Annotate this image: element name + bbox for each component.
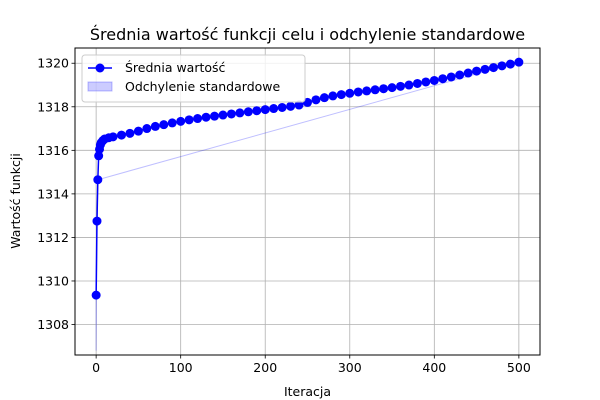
x-axis-label: Iteracja bbox=[284, 384, 331, 399]
data-point bbox=[345, 88, 355, 98]
data-point bbox=[93, 175, 103, 185]
data-point bbox=[243, 107, 253, 117]
data-point bbox=[387, 83, 397, 93]
x-tick-label: 500 bbox=[507, 360, 531, 375]
data-point bbox=[319, 93, 329, 103]
y-tick-label: 1314 bbox=[37, 186, 69, 201]
data-point bbox=[286, 101, 296, 111]
data-point bbox=[429, 75, 439, 85]
data-point bbox=[210, 111, 219, 121]
data-point bbox=[370, 85, 380, 95]
data-point bbox=[353, 87, 363, 97]
data-point bbox=[497, 61, 507, 71]
data-point bbox=[404, 80, 414, 90]
x-tick-label: 200 bbox=[253, 360, 277, 375]
data-point bbox=[489, 63, 498, 73]
data-point bbox=[125, 128, 135, 138]
grid-layer bbox=[75, 48, 540, 355]
data-point bbox=[201, 112, 211, 122]
data-point bbox=[235, 108, 245, 118]
data-point bbox=[108, 132, 118, 142]
legend-std-swatch bbox=[87, 81, 113, 92]
data-point bbox=[117, 130, 126, 140]
axis-ticks: 0 100 200 300 400 500 1308 1310 1312 1314 1316 1318… bbox=[37, 56, 531, 375]
data-point bbox=[176, 116, 186, 126]
legend-frame bbox=[81, 54, 306, 103]
plot-frame bbox=[74, 47, 541, 356]
legend-mean-label: Średnia wartość bbox=[125, 60, 226, 75]
data-point bbox=[438, 74, 448, 84]
data-point bbox=[412, 78, 422, 88]
data-point bbox=[193, 114, 203, 124]
data-point bbox=[277, 102, 287, 112]
x-tick-label: 0 bbox=[92, 360, 100, 375]
data-point bbox=[379, 84, 389, 94]
data-point bbox=[480, 64, 490, 74]
data-point bbox=[260, 105, 270, 115]
y-axis-label: Wartość funkcji bbox=[8, 153, 23, 249]
data-point bbox=[167, 118, 177, 128]
y-tick-label: 1318 bbox=[37, 99, 69, 114]
data-point bbox=[362, 86, 372, 96]
y-tick-label: 1316 bbox=[37, 143, 69, 158]
mean-line-layer bbox=[91, 57, 524, 300]
legend-mean-marker bbox=[95, 63, 105, 73]
data-point bbox=[311, 95, 321, 105]
data-point bbox=[226, 109, 236, 119]
data-point bbox=[505, 59, 515, 69]
data-point bbox=[218, 110, 228, 120]
y-tick-label: 1320 bbox=[37, 56, 69, 71]
y-tick-label: 1308 bbox=[37, 317, 69, 332]
chart-title: Średnia wartość funkcji celu i odchyleni… bbox=[90, 25, 525, 44]
y-tick-label: 1310 bbox=[37, 273, 69, 288]
legend: Średnia wartość Odchylenie standardowe bbox=[81, 54, 306, 103]
data-point bbox=[514, 57, 524, 67]
x-tick-label: 300 bbox=[338, 360, 362, 375]
data-point bbox=[294, 100, 304, 110]
data-point bbox=[446, 72, 456, 82]
data-point bbox=[142, 124, 152, 134]
data-point bbox=[91, 290, 101, 300]
data-point bbox=[396, 81, 405, 91]
data-point bbox=[472, 66, 482, 76]
data-point bbox=[455, 70, 465, 80]
data-point bbox=[94, 151, 104, 161]
data-point bbox=[159, 120, 169, 130]
data-point bbox=[328, 91, 338, 101]
data-point bbox=[92, 216, 102, 226]
data-point bbox=[252, 106, 262, 116]
x-tick-label: 100 bbox=[169, 360, 193, 375]
data-point bbox=[133, 126, 143, 136]
data-point bbox=[336, 90, 346, 100]
data-point bbox=[421, 77, 431, 87]
data-point bbox=[463, 68, 473, 78]
y-tick-label: 1312 bbox=[37, 230, 69, 245]
legend-std-label: Odchylenie standardowe bbox=[125, 79, 281, 94]
data-point bbox=[150, 121, 160, 131]
data-point bbox=[184, 115, 194, 125]
x-tick-label: 400 bbox=[422, 360, 446, 375]
data-point bbox=[269, 104, 279, 114]
